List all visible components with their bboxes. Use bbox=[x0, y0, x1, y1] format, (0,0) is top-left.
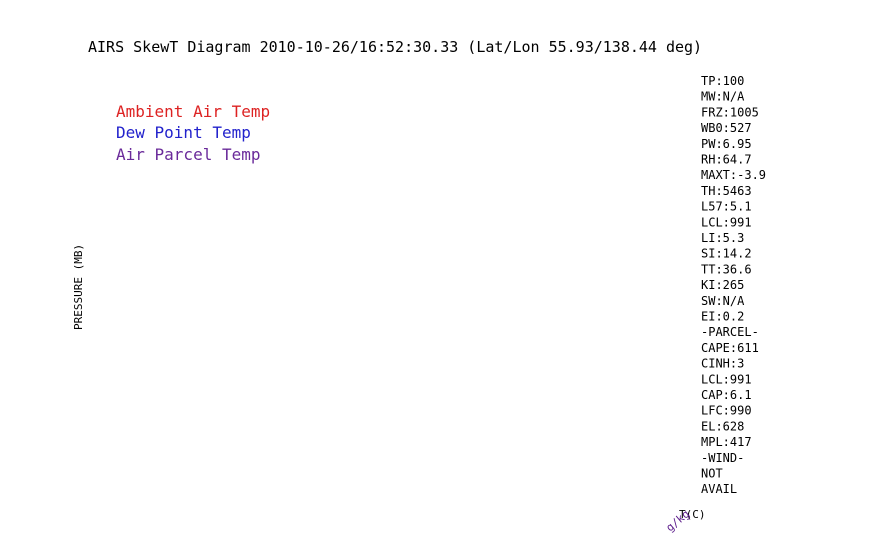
index-line: -PARCEL- bbox=[701, 325, 759, 339]
index-line: WB0:527 bbox=[701, 121, 752, 135]
index-line: CAP:6.1 bbox=[701, 388, 752, 402]
index-line: L57:5.1 bbox=[701, 200, 752, 214]
index-line: CAPE:611 bbox=[701, 341, 759, 355]
index-line: EL:628 bbox=[701, 419, 744, 433]
index-line: MW:N/A bbox=[701, 90, 745, 104]
index-line: TP:100 bbox=[701, 74, 744, 88]
index-line: RH:64.7 bbox=[701, 153, 752, 167]
x-axis-label-tc: T(C) bbox=[679, 508, 706, 521]
index-line: TT:36.6 bbox=[701, 262, 752, 276]
index-line: EI:0.2 bbox=[701, 310, 744, 324]
index-line: PW:6.95 bbox=[701, 137, 752, 151]
index-line: -WIND- bbox=[701, 451, 744, 465]
index-line: LI:5.3 bbox=[701, 231, 744, 245]
y-axis-label: PRESSURE (MB) bbox=[72, 244, 85, 330]
legend-dewpoint: Dew Point Temp bbox=[116, 123, 251, 142]
index-line: AVAIL bbox=[701, 482, 737, 496]
index-line: CINH:3 bbox=[701, 357, 744, 371]
legend-parcel: Air Parcel Temp bbox=[116, 145, 261, 164]
index-line: LCL:991 bbox=[701, 372, 752, 386]
legend-ambient: Ambient Air Temp bbox=[116, 102, 270, 121]
index-line: MAXT:-3.9 bbox=[701, 168, 766, 182]
index-line: MPL:417 bbox=[701, 435, 752, 449]
index-line: SW:N/A bbox=[701, 294, 745, 308]
index-line: SI:14.2 bbox=[701, 247, 752, 261]
chart-title: AIRS SkewT Diagram 2010-10-26/16:52:30.3… bbox=[88, 38, 702, 56]
index-line: LCL:991 bbox=[701, 215, 752, 229]
index-line: LFC:990 bbox=[701, 404, 752, 418]
index-line: TH:5463 bbox=[701, 184, 752, 198]
index-line: KI:265 bbox=[701, 278, 744, 292]
index-line: FRZ:1005 bbox=[701, 105, 759, 119]
index-line: NOT bbox=[701, 467, 723, 481]
